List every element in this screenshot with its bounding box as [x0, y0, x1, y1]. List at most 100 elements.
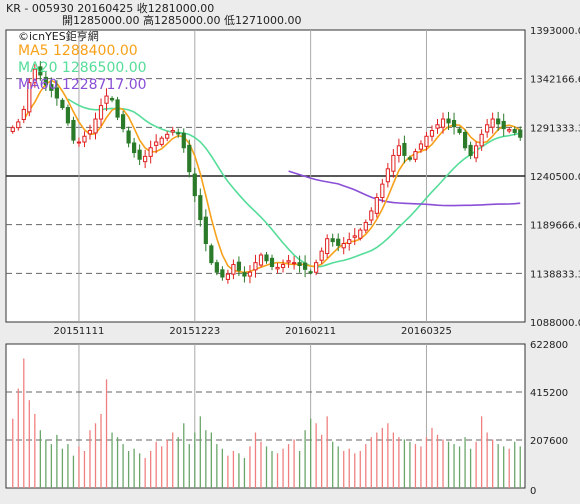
candle-body	[264, 254, 269, 262]
candle-body	[319, 250, 324, 261]
header-info-line1: KR - 005930 20160425 收1281000.00	[6, 1, 214, 15]
candle-body	[32, 68, 37, 84]
candle-body	[341, 242, 346, 249]
candle-body	[308, 271, 313, 274]
candle-body	[132, 142, 137, 154]
candle-body	[501, 120, 506, 130]
date-tick-label: 20151111	[53, 326, 104, 337]
candle-body	[165, 133, 170, 139]
candle-body	[16, 121, 21, 129]
candle-body	[181, 132, 186, 149]
candle-body	[192, 173, 197, 197]
candle-body	[507, 129, 512, 132]
candle-body	[65, 107, 71, 124]
candle-body	[407, 157, 413, 160]
candle-body	[242, 272, 247, 277]
candle-body	[76, 141, 82, 144]
candle-body	[413, 151, 418, 160]
candle-body	[104, 95, 109, 104]
candle-body	[115, 99, 120, 118]
candle-body	[369, 210, 374, 221]
candle-body	[49, 84, 54, 91]
date-tick-label: 20160211	[285, 326, 336, 337]
price-tick-label: 1138833.3	[530, 269, 580, 280]
date-tick-label: 20151223	[169, 326, 220, 337]
candle-body	[98, 105, 104, 120]
candle-body	[391, 154, 396, 172]
candle-body	[490, 118, 495, 128]
price-tick-label: 1189666.6	[530, 221, 580, 232]
candle-body	[352, 235, 357, 238]
candle-body	[479, 133, 484, 147]
candle-body	[203, 216, 208, 244]
candle-body	[126, 130, 131, 144]
candle-body	[137, 149, 142, 160]
legend-ma20: MA20 1286500.00	[18, 60, 147, 76]
candle-body	[120, 114, 126, 130]
candle-body	[496, 118, 501, 125]
price-tick-label: 1393000.00	[530, 26, 580, 37]
price-tick-label: 1240500.00	[530, 172, 580, 183]
price-tick-label: 1088000.00	[530, 318, 580, 329]
candle-body	[21, 108, 26, 121]
candle-body	[269, 257, 275, 267]
candle-body	[154, 141, 159, 146]
price-tick-label: 1291333.3	[530, 123, 580, 134]
candle-body	[396, 145, 401, 156]
candle-body	[109, 97, 115, 101]
candle-body	[291, 262, 297, 265]
ma20-line	[67, 98, 521, 268]
candle-body	[93, 118, 98, 134]
candle-body	[236, 261, 242, 271]
candle-body	[418, 143, 424, 150]
candle-body	[275, 266, 280, 270]
candle-body	[385, 168, 390, 183]
candle-body	[462, 131, 468, 149]
candle-body	[247, 271, 253, 277]
candle-body	[10, 127, 15, 132]
candle-body	[330, 238, 335, 243]
header-info-line2: 開1285000.00 高1285000.00 低1271000.00	[62, 13, 301, 27]
candle-body	[380, 183, 385, 199]
candle-body	[358, 229, 363, 239]
candle-body	[60, 99, 65, 109]
volume-bars	[12, 358, 521, 488]
candle-body	[336, 238, 341, 246]
date-tick-label: 20160325	[401, 326, 452, 337]
candle-body	[512, 129, 517, 133]
candle-body	[54, 87, 59, 99]
price-tick-label: 1342166.6	[530, 75, 580, 86]
candle-body	[363, 221, 368, 231]
candle-body	[280, 264, 286, 268]
candle-body	[170, 130, 175, 133]
volume-tick-label: 0	[530, 486, 536, 497]
volume-panel	[5, 343, 526, 489]
ma60-line	[288, 170, 521, 207]
candle-body	[440, 118, 446, 128]
legend-ma60: MA60 1228717.00	[18, 77, 147, 93]
candle-body	[148, 147, 153, 157]
candle-body	[474, 145, 479, 159]
candle-body	[258, 254, 264, 266]
candle-body	[468, 144, 473, 156]
axis-labels: 1393000.00 1342166.6 1291333.3 1240500.00 11…	[53, 26, 580, 497]
candle-body	[214, 262, 219, 273]
candle-body	[314, 262, 319, 273]
candle-body	[435, 124, 440, 129]
candle-body	[297, 262, 302, 267]
candle-body	[429, 130, 435, 137]
candle-body	[220, 269, 225, 278]
candle-body	[187, 144, 192, 173]
candle-body	[27, 82, 32, 113]
candle-body	[209, 245, 214, 264]
candle-body	[253, 262, 258, 271]
candle-body	[225, 273, 230, 280]
volume-tick-label: 622800	[530, 340, 568, 351]
candle-body	[176, 132, 181, 135]
candle-body	[143, 155, 148, 163]
candle-body	[374, 197, 379, 214]
candle-body	[198, 195, 203, 221]
candle-body	[402, 142, 407, 156]
candle-body	[231, 264, 236, 275]
